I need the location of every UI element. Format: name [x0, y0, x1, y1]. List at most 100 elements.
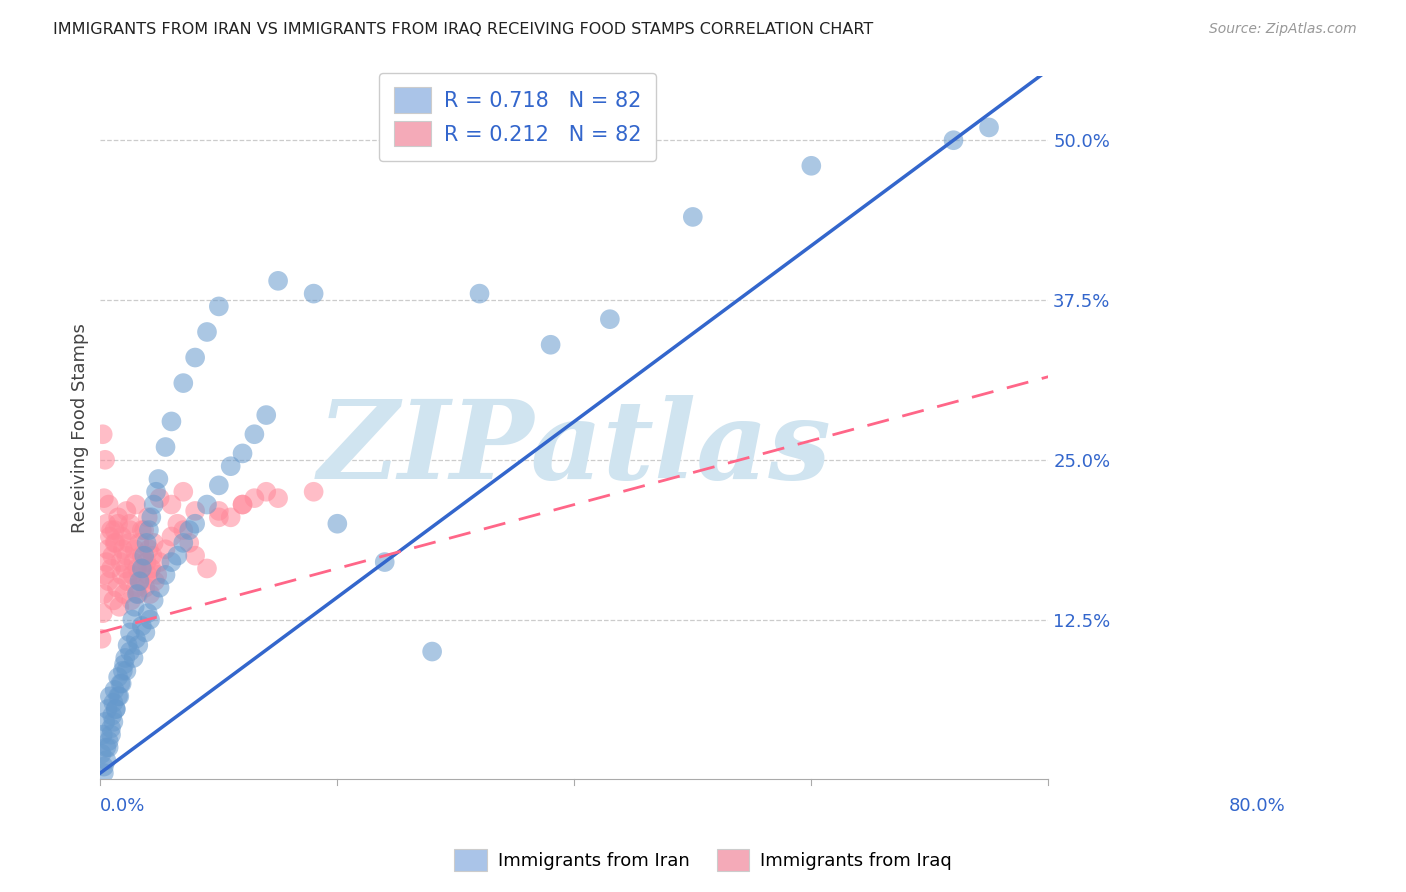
Point — [179, 536, 201, 550]
Point — [112, 587, 135, 601]
Point — [97, 574, 120, 589]
Point — [128, 574, 150, 589]
Legend: R = 0.718   N = 82, R = 0.212   N = 82: R = 0.718 N = 82, R = 0.212 N = 82 — [380, 72, 655, 161]
Text: IMMIGRANTS FROM IRAN VS IMMIGRANTS FROM IRAQ RECEIVING FOOD STAMPS CORRELATION C: IMMIGRANTS FROM IRAN VS IMMIGRANTS FROM … — [53, 22, 873, 37]
Point — [107, 516, 129, 531]
Point — [138, 542, 160, 557]
Point — [141, 561, 163, 575]
Point — [142, 498, 165, 512]
Point — [134, 581, 156, 595]
Point — [139, 613, 162, 627]
Point — [93, 766, 115, 780]
Point — [128, 536, 150, 550]
Point — [166, 549, 188, 563]
Point — [145, 484, 167, 499]
Point — [243, 427, 266, 442]
Point — [155, 440, 177, 454]
Point — [184, 516, 207, 531]
Point — [108, 690, 131, 704]
Point — [136, 606, 159, 620]
Point — [117, 574, 139, 589]
Point — [143, 574, 166, 589]
Point — [94, 567, 117, 582]
Point — [208, 299, 231, 313]
Point — [93, 491, 115, 505]
Point — [540, 337, 562, 351]
Point — [155, 542, 177, 557]
Point — [267, 491, 290, 505]
Point — [96, 555, 118, 569]
Point — [184, 504, 207, 518]
Point — [160, 498, 183, 512]
Point — [125, 587, 148, 601]
Point — [91, 427, 114, 442]
Point — [100, 721, 122, 735]
Text: 80.0%: 80.0% — [1229, 797, 1285, 815]
Point — [111, 676, 134, 690]
Point — [254, 408, 277, 422]
Text: ZIPatlas: ZIPatlas — [318, 395, 831, 503]
Point — [121, 613, 143, 627]
Point — [243, 491, 266, 505]
Point — [94, 452, 117, 467]
Point — [118, 644, 141, 658]
Point — [134, 523, 156, 537]
Point — [105, 581, 128, 595]
Point — [195, 498, 218, 512]
Point — [127, 587, 149, 601]
Point — [121, 567, 143, 582]
Point — [122, 651, 145, 665]
Point — [219, 459, 242, 474]
Point — [117, 638, 139, 652]
Point — [98, 690, 121, 704]
Point — [134, 625, 156, 640]
Point — [135, 536, 157, 550]
Point — [118, 536, 141, 550]
Point — [93, 759, 115, 773]
Point — [103, 714, 125, 729]
Point — [107, 670, 129, 684]
Point — [94, 714, 117, 729]
Point — [114, 561, 136, 575]
Point — [107, 690, 129, 704]
Point — [96, 740, 118, 755]
Legend: Immigrants from Iran, Immigrants from Iraq: Immigrants from Iran, Immigrants from Ir… — [447, 842, 959, 879]
Point — [420, 644, 443, 658]
Point — [302, 484, 325, 499]
Point — [108, 599, 131, 614]
Point — [110, 555, 132, 569]
Point — [115, 549, 138, 563]
Point — [135, 555, 157, 569]
Point — [120, 593, 142, 607]
Point — [139, 587, 162, 601]
Point — [124, 542, 146, 557]
Point — [142, 536, 165, 550]
Point — [97, 734, 120, 748]
Point — [100, 728, 122, 742]
Point — [104, 536, 127, 550]
Point — [219, 510, 242, 524]
Point — [232, 498, 254, 512]
Point — [208, 478, 231, 492]
Point — [104, 702, 127, 716]
Point — [599, 312, 621, 326]
Point — [132, 561, 155, 575]
Point — [131, 619, 153, 633]
Point — [118, 625, 141, 640]
Point — [160, 414, 183, 428]
Point — [104, 702, 127, 716]
Point — [96, 702, 118, 716]
Point — [96, 516, 118, 531]
Point — [97, 740, 120, 755]
Point — [302, 286, 325, 301]
Point — [179, 523, 201, 537]
Point — [122, 555, 145, 569]
Point — [103, 696, 125, 710]
Point — [125, 581, 148, 595]
Point — [103, 523, 125, 537]
Point — [103, 536, 125, 550]
Point — [111, 529, 134, 543]
Point — [208, 510, 231, 524]
Point — [172, 484, 194, 499]
Point — [149, 581, 172, 595]
